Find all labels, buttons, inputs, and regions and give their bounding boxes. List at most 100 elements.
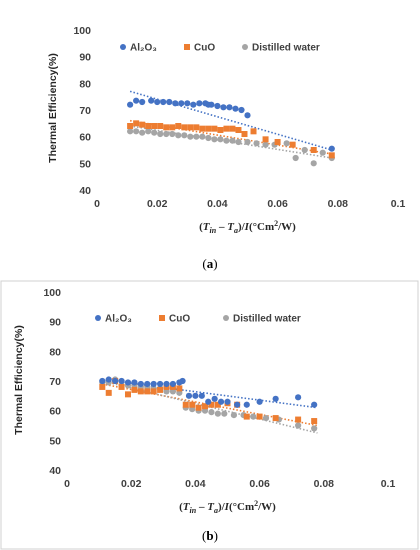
data-point — [148, 97, 155, 104]
data-point — [241, 131, 248, 137]
data-point — [150, 388, 157, 395]
data-point — [223, 137, 230, 144]
data-point — [133, 120, 140, 127]
data-point — [262, 414, 270, 422]
legend-marker — [242, 44, 248, 50]
x-tick-label: 0 — [64, 478, 70, 490]
y-tick-label: 40 — [49, 465, 61, 477]
data-point — [214, 410, 221, 417]
data-point — [211, 395, 218, 402]
data-point — [234, 401, 241, 408]
data-point — [187, 133, 194, 140]
data-point — [169, 380, 177, 388]
data-point — [145, 128, 152, 135]
data-point — [244, 112, 251, 119]
data-point — [181, 124, 188, 131]
y-axis-label: Thermal Efficiency(%) — [13, 325, 25, 435]
data-point — [244, 138, 251, 146]
data-point — [232, 105, 239, 112]
y-tick-label: 100 — [73, 25, 91, 37]
data-point — [156, 380, 164, 388]
data-point — [328, 145, 335, 152]
data-point — [226, 104, 233, 111]
data-point — [243, 413, 250, 420]
data-point — [217, 398, 225, 405]
data-point — [157, 130, 164, 138]
legend-marker — [184, 44, 190, 50]
data-point — [311, 418, 318, 425]
data-point — [105, 389, 112, 396]
y-tick-label: 40 — [79, 185, 91, 197]
data-point — [181, 132, 188, 139]
data-point — [157, 386, 164, 393]
data-point — [151, 129, 158, 136]
data-point — [99, 377, 106, 385]
x-axis-label: (Tin – Ta)/I(°Cm2/W) — [199, 219, 296, 235]
data-point — [133, 97, 140, 104]
data-point — [193, 124, 200, 131]
data-point — [253, 140, 260, 147]
data-point — [137, 388, 144, 395]
data-point — [235, 127, 242, 133]
legend-label: Distilled water — [252, 43, 320, 54]
data-point — [289, 141, 296, 148]
y-tick-label: 60 — [49, 406, 61, 418]
data-point — [214, 102, 221, 110]
data-point — [184, 100, 191, 107]
y-tick-label: 50 — [79, 158, 91, 170]
data-point — [175, 123, 182, 129]
data-point — [166, 98, 173, 106]
data-point — [131, 379, 138, 386]
data-point — [105, 376, 112, 383]
data-point — [224, 398, 231, 405]
x-tick-label: 0.04 — [185, 478, 206, 490]
data-point — [127, 128, 134, 135]
y-axis-label: Thermal Efficiency(%) — [47, 53, 59, 163]
data-point — [208, 101, 215, 108]
x-tick-label: 0.02 — [147, 198, 168, 210]
x-tick-label: 0 — [94, 198, 100, 210]
legend-label: CuO — [169, 314, 190, 325]
data-point — [99, 383, 106, 390]
data-point — [150, 380, 157, 388]
data-point — [205, 125, 212, 132]
x-axis-label: (Tin – Ta)/I(°Cm2/W) — [179, 499, 276, 515]
legend-label: Al₂O₃ — [105, 314, 132, 325]
y-tick-label: 80 — [49, 346, 61, 358]
legend-marker — [95, 315, 101, 321]
data-point — [139, 121, 146, 128]
data-point — [163, 380, 170, 388]
data-point — [235, 138, 242, 146]
legend-marker — [159, 315, 165, 321]
data-point — [179, 377, 186, 385]
data-point — [199, 133, 206, 140]
data-point — [328, 152, 335, 159]
data-point — [223, 125, 230, 132]
y-tick-label: 50 — [49, 435, 61, 447]
chart-panel-1: 40 50 60 70 80 90 100 0 0.02 0.04 0.06 0.08 0.1 Therm… — [47, 25, 405, 271]
data-point — [163, 124, 170, 131]
data-point — [310, 147, 317, 153]
data-point — [178, 100, 185, 107]
data-point — [256, 398, 263, 405]
x-tick-label: 0.06 — [267, 198, 288, 210]
chart-panel-2: 40 50 60 70 80 90 100 0 0.02 0.04 0.06 0.08 0.1 Therm… — [13, 287, 395, 543]
data-point — [154, 98, 161, 106]
data-point — [198, 392, 205, 399]
data-point — [250, 128, 257, 135]
data-point — [193, 133, 200, 140]
legend-marker — [223, 315, 229, 321]
data-point — [160, 98, 167, 106]
x-tick-label: 0.1 — [391, 198, 406, 210]
data-point — [208, 401, 215, 408]
data-point — [118, 377, 125, 385]
data-point — [145, 123, 152, 129]
y-tick-label: 70 — [79, 105, 91, 117]
data-point — [262, 141, 269, 148]
data-point — [243, 401, 250, 408]
data-point — [182, 401, 189, 408]
data-point — [139, 98, 146, 106]
data-point — [221, 410, 228, 417]
data-point — [205, 134, 212, 142]
data-point — [301, 146, 308, 154]
